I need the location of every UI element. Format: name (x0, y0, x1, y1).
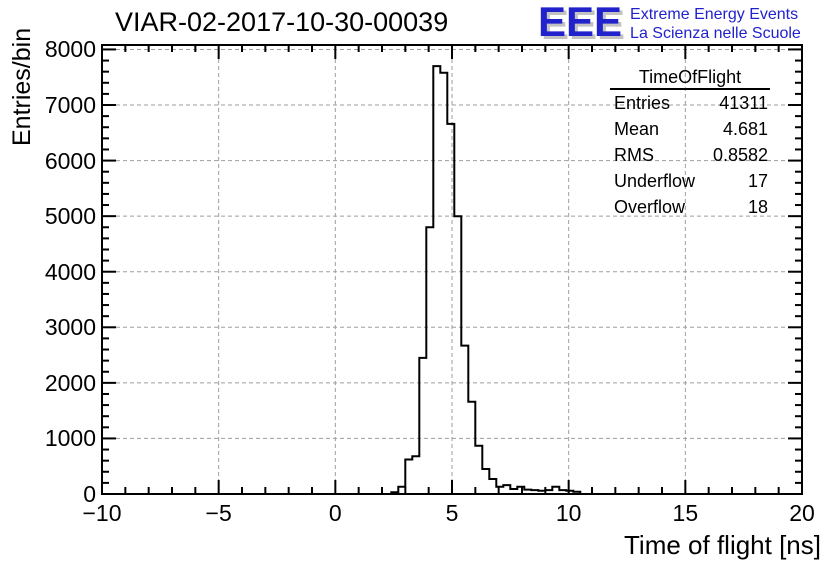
stats-value: 17 (747, 170, 768, 191)
stats-box: TimeOfFlight Entries 41311 Mean 4.681 RM… (610, 67, 770, 220)
plot-title: VIAR-02-2017-10-30-00039 (115, 7, 449, 37)
histogram-step-line (102, 65, 802, 495)
y-tick-label: 0 (83, 481, 96, 507)
stats-row-overflow: Overflow 18 (610, 194, 770, 220)
y-tick-label: 3000 (44, 314, 96, 341)
y-tick-label: 4000 (44, 258, 96, 285)
stats-row-mean: Mean 4.681 (610, 116, 770, 142)
x-tick-label: 10 (555, 500, 582, 526)
x-tick-label: −10 (82, 500, 122, 526)
axis-ticks (101, 45, 803, 494)
eee-logo-line2: La Scienza nelle Scuole (630, 25, 801, 42)
y-tick-label: 5000 (44, 203, 96, 230)
stats-value: 0.8582 (712, 144, 768, 165)
eee-logo-text: Extreme Energy Events La Scienza nelle S… (630, 2, 801, 43)
y-tick-label: 8000 (44, 36, 96, 63)
stats-row-entries: Entries 41311 (610, 90, 770, 116)
stats-value: 18 (747, 196, 768, 217)
eee-logo-line1: Extreme Energy Events (630, 6, 799, 23)
y-tick-label: 2000 (44, 369, 96, 396)
x-tick-label: 15 (672, 500, 699, 526)
stats-row-underflow: Underflow 17 (610, 168, 770, 194)
stats-box-title: TimeOfFlight (610, 67, 770, 90)
stats-row-rms: RMS 0.8582 (610, 142, 770, 168)
stats-label: Overflow (614, 196, 686, 217)
y-tick-label: 1000 (44, 425, 96, 452)
y-tick-label: 7000 (44, 92, 96, 118)
stats-label: RMS (614, 144, 654, 165)
x-tick-label: 5 (445, 500, 459, 526)
stats-label: Mean (614, 118, 660, 139)
x-axis-title: Time of flight [ns] (624, 530, 821, 560)
y-tick-label: 6000 (44, 147, 96, 174)
stats-label: Entries (614, 92, 671, 113)
stats-value: 4.681 (722, 118, 768, 139)
eee-logo: EEE Extreme Energy Events La Scienza nel… (538, 0, 801, 45)
x-tick-label: 0 (328, 500, 342, 526)
eee-logo-acronym: EEE (538, 0, 623, 45)
stats-label: Underflow (614, 170, 696, 191)
stats-value: 41311 (719, 92, 768, 113)
x-tick-label: 20 (789, 500, 815, 526)
x-tick-label: −5 (205, 500, 232, 526)
